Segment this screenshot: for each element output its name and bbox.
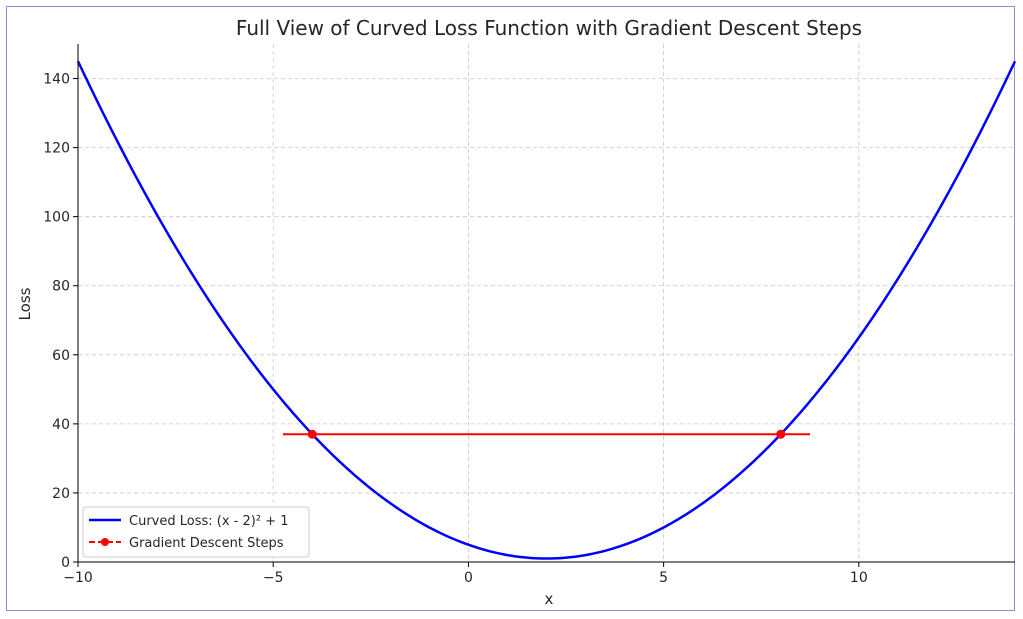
x-tick-label: 10 xyxy=(850,570,868,586)
y-tick-label: 80 xyxy=(52,279,70,295)
legend-box xyxy=(82,506,310,558)
loss-curve-line xyxy=(76,60,1017,560)
y-tick-label: 120 xyxy=(43,141,70,157)
x-tick-labels: −10 −5 0 5 10 xyxy=(63,562,868,586)
chart-title: Full View of Curved Loss Function with G… xyxy=(236,16,862,40)
x-tick-label: 0 xyxy=(464,570,473,586)
grid-lines xyxy=(78,44,1015,562)
y-tick-label: 0 xyxy=(61,555,70,571)
legend-marker-steps xyxy=(101,538,109,546)
y-tick-label: 100 xyxy=(43,210,70,226)
y-tick-label: 60 xyxy=(52,348,70,364)
y-tick-labels: 0 20 40 60 80 100 120 140 xyxy=(43,72,78,571)
y-axis-label: Loss xyxy=(16,287,34,320)
gradient-step-point xyxy=(776,429,786,439)
steps-layer xyxy=(282,429,811,439)
x-tick-label: −5 xyxy=(263,570,284,586)
legend-label-curve: Curved Loss: (x - 2)² + 1 xyxy=(129,514,288,529)
x-tick-label: −10 xyxy=(63,570,93,586)
gradient-step-point xyxy=(307,429,317,439)
legend: Curved Loss: (x - 2)² + 1 Gradient Desce… xyxy=(82,506,310,558)
legend-label-steps: Gradient Descent Steps xyxy=(129,536,284,551)
curve-layer xyxy=(76,60,1017,560)
axes xyxy=(77,44,1015,563)
y-tick-label: 20 xyxy=(52,486,70,502)
y-tick-label: 40 xyxy=(52,417,70,433)
y-tick-label: 140 xyxy=(43,72,70,88)
x-axis-label: x xyxy=(545,590,554,608)
x-tick-label: 5 xyxy=(659,570,668,586)
